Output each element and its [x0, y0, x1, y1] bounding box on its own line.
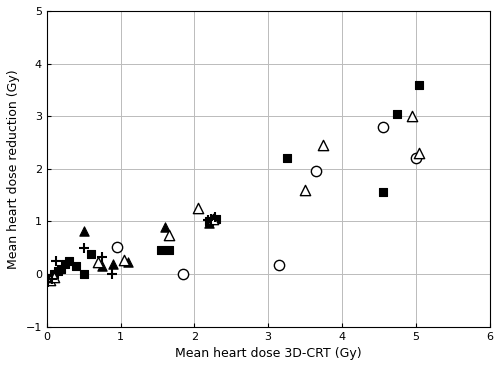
Point — [312, 168, 320, 174]
Point — [205, 220, 213, 226]
Point — [54, 268, 62, 274]
Point — [80, 245, 88, 251]
Point — [282, 155, 290, 161]
Point — [50, 271, 58, 277]
Point — [204, 217, 212, 223]
Point — [46, 277, 54, 283]
Point — [157, 247, 165, 253]
Point — [109, 261, 117, 266]
Point — [58, 266, 66, 272]
Point — [61, 261, 69, 266]
Point — [98, 254, 106, 259]
Point — [416, 150, 424, 156]
Point — [320, 142, 328, 148]
Point — [378, 124, 386, 130]
Point — [65, 258, 73, 264]
Point — [205, 218, 213, 224]
Point — [113, 244, 121, 250]
Point — [164, 232, 172, 237]
Point — [52, 258, 60, 264]
Point — [211, 214, 219, 220]
Y-axis label: Mean heart dose reduction (Gy): Mean heart dose reduction (Gy) — [7, 69, 20, 269]
Point — [80, 271, 88, 277]
Point — [378, 189, 386, 195]
Point — [180, 271, 188, 277]
Point — [124, 259, 132, 265]
Point — [98, 263, 106, 269]
Point — [108, 271, 116, 277]
Point — [164, 247, 172, 253]
Point — [87, 251, 95, 257]
Point — [44, 279, 52, 285]
X-axis label: Mean heart dose 3D-CRT (Gy): Mean heart dose 3D-CRT (Gy) — [175, 347, 362, 360]
Point — [394, 110, 402, 116]
Point — [94, 259, 102, 265]
Point — [80, 228, 88, 234]
Point — [416, 82, 424, 88]
Point — [408, 113, 416, 119]
Point — [412, 155, 420, 161]
Point — [275, 262, 283, 268]
Point — [72, 263, 80, 269]
Point — [161, 224, 169, 230]
Point — [212, 216, 220, 222]
Point — [120, 257, 128, 263]
Point — [46, 275, 54, 281]
Point — [208, 216, 216, 222]
Point — [48, 276, 56, 282]
Point — [301, 187, 309, 193]
Point — [194, 205, 202, 211]
Point — [209, 216, 217, 222]
Point — [50, 274, 58, 280]
